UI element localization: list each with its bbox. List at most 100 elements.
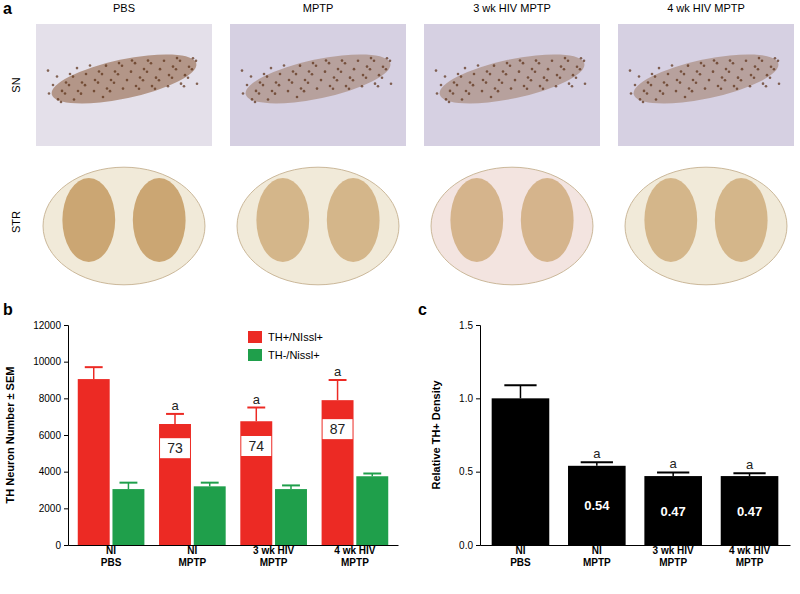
error-bar	[282, 485, 300, 489]
tick-mark	[64, 435, 68, 436]
micrograph-cell	[251, 98, 254, 101]
micrograph-cell	[486, 70, 489, 73]
micrograph-cell	[113, 81, 116, 84]
micrograph-cell	[647, 81, 650, 84]
micrograph-cell	[48, 92, 51, 95]
micrograph-cell	[105, 64, 108, 67]
micrograph-cell	[345, 85, 348, 88]
micrograph-cell	[97, 81, 100, 84]
micrograph-cell	[163, 59, 166, 62]
micrograph-cell	[121, 64, 124, 67]
micrograph-cell	[542, 87, 545, 90]
micrograph-cell	[295, 73, 298, 76]
micrograph-cell	[481, 90, 484, 93]
micrograph-cell	[344, 62, 347, 65]
micrograph-cell	[675, 90, 678, 93]
y-tick: 8000	[39, 393, 68, 404]
micrograph-cell	[667, 73, 670, 76]
micrograph-cell	[639, 98, 642, 101]
micrograph-cell	[700, 62, 703, 65]
error-cap	[247, 407, 265, 409]
annotation-significance: a	[171, 398, 179, 413]
x-tick: 3 wk HIVMPTP	[253, 545, 294, 568]
annotation-box	[241, 436, 271, 456]
micrograph-cell	[699, 73, 702, 76]
legend-swatch	[248, 331, 262, 343]
micrograph-cell	[196, 82, 199, 85]
y-axis: 0.00.51.01.5	[459, 320, 480, 551]
micrograph-cell	[362, 74, 365, 77]
column-title: MPTP	[303, 2, 334, 14]
micrograph-cell	[522, 62, 525, 65]
micrograph-cell	[171, 76, 174, 79]
micrograph-cell	[436, 92, 439, 95]
micrograph-cell	[646, 92, 649, 95]
micrograph-cell	[539, 85, 542, 88]
legend-swatch	[248, 349, 262, 361]
micrograph-cell	[687, 64, 690, 67]
micrograph-cell	[311, 73, 314, 76]
micrograph-cell	[530, 79, 533, 82]
micrograph-cell	[676, 79, 679, 82]
micrograph-cell	[567, 59, 570, 62]
micrograph-cell	[117, 73, 120, 76]
micrograph-cell	[85, 73, 88, 76]
micrograph-cell	[556, 74, 559, 77]
micrograph-cell	[519, 59, 522, 62]
annotation-significance: a	[593, 446, 601, 461]
x-tick: 4 wk HIVMPTP	[729, 545, 770, 568]
micrograph-cell	[654, 75, 657, 78]
micrograph-cell	[267, 98, 270, 101]
x-axis: NIPBSNIMPTP3 wk HIVMPTP4 wk HIVMPTP	[69, 545, 399, 568]
micrograph-bg	[36, 24, 212, 146]
error-bar	[363, 474, 381, 477]
micrograph-cell	[650, 84, 653, 87]
micrograph-cell	[332, 87, 335, 90]
error-bar	[119, 483, 137, 489]
micrograph-cell	[493, 64, 496, 67]
micrograph-cell	[130, 70, 133, 73]
micrograph-cell	[89, 64, 92, 67]
micrograph-cell	[514, 79, 517, 82]
tick-mark	[476, 398, 480, 399]
error-cap	[733, 472, 765, 474]
brain-section	[237, 167, 399, 285]
micrograph-bg	[230, 24, 406, 146]
micrograph-cell	[183, 85, 186, 88]
micrograph-cell	[151, 85, 154, 88]
y-axis-title: Relative TH+ Density	[430, 380, 442, 490]
micrograph-cell	[679, 81, 682, 84]
micrograph-stain	[436, 44, 589, 113]
micrograph-cell	[258, 92, 261, 95]
panel-label: b	[3, 301, 13, 318]
x-tick: NIPBS	[101, 545, 122, 568]
micrograph-cell	[80, 92, 83, 95]
micrograph-cell	[713, 59, 716, 62]
micrograph-cell	[109, 90, 112, 93]
data-label: 0.47	[737, 504, 762, 519]
micrograph-str	[230, 152, 406, 292]
micrograph-cell	[531, 68, 534, 71]
error-bar	[247, 408, 265, 422]
y-tick: 6000	[39, 430, 68, 441]
micrograph-cell	[303, 90, 306, 93]
bar	[194, 486, 226, 545]
micrograph-cell	[150, 62, 153, 65]
micrograph-cell	[477, 64, 480, 67]
micrograph-bg	[230, 152, 406, 292]
micrograph-cell	[457, 73, 460, 76]
micrograph-cell	[469, 81, 472, 84]
tick-label: 6000	[39, 430, 62, 441]
micrograph-cell	[729, 59, 732, 62]
micrograph-cell	[361, 85, 364, 88]
tick-mark	[64, 508, 68, 509]
tick-label: 12000	[33, 320, 61, 331]
micrograph-cell	[143, 68, 146, 71]
micrograph-cell	[131, 59, 134, 62]
micrograph-cell	[501, 81, 504, 84]
error-cap	[581, 461, 613, 463]
micrograph-cell	[736, 87, 739, 90]
striatum-stain	[256, 178, 309, 262]
micrograph-cell	[192, 57, 195, 60]
micrograph-cell	[655, 98, 658, 101]
